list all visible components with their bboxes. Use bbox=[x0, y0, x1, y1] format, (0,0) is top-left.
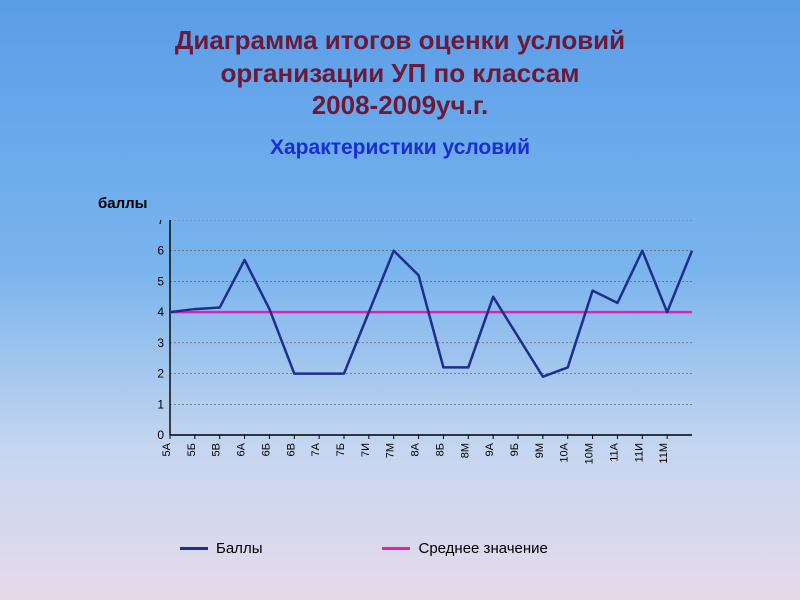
legend-swatch bbox=[382, 547, 410, 550]
line-chart: 0 1 2 3 4 5 6 7 5А 5Б 5В 6А 6Б 6В 7А 7Б 7И 7М 8А 8Б 8М 9А 9Б 9М… bbox=[140, 220, 700, 480]
y-axis-label: баллы bbox=[98, 195, 147, 212]
svg-text:8Б: 8Б bbox=[434, 443, 446, 456]
svg-text:9Б: 9Б bbox=[509, 443, 521, 456]
legend-item-avg: Среднее значение bbox=[382, 540, 547, 557]
svg-text:10М: 10М bbox=[584, 443, 596, 464]
svg-text:7: 7 bbox=[157, 220, 164, 227]
title-line-3: 2008-2009уч.г. bbox=[312, 90, 489, 120]
legend-swatch bbox=[180, 547, 208, 550]
svg-text:11А: 11А bbox=[608, 442, 620, 461]
legend: Баллы Среднее значение bbox=[180, 540, 680, 557]
svg-text:1: 1 bbox=[157, 397, 164, 411]
svg-text:10А: 10А bbox=[559, 442, 571, 462]
svg-text:9А: 9А bbox=[484, 442, 496, 456]
svg-text:11М: 11М bbox=[658, 443, 670, 464]
legend-item-bally: Баллы bbox=[180, 540, 262, 557]
svg-text:5: 5 bbox=[157, 274, 164, 288]
chart-title: Диаграмма итогов оценки условий организа… bbox=[0, 0, 800, 130]
svg-text:8А: 8А bbox=[410, 442, 422, 456]
svg-text:6А: 6А bbox=[236, 442, 248, 456]
svg-text:9М: 9М bbox=[534, 443, 546, 458]
chart-area: 0 1 2 3 4 5 6 7 5А 5Б 5В 6А 6Б 6В 7А 7Б 7И 7М 8А 8Б 8М 9А 9Б 9М… bbox=[140, 220, 700, 480]
title-line-1: Диаграмма итогов оценки условий bbox=[175, 25, 625, 55]
svg-text:5Б: 5Б bbox=[186, 443, 198, 456]
svg-text:5А: 5А bbox=[161, 442, 173, 456]
title-line-2: организации УП по классам bbox=[220, 58, 579, 88]
svg-text:8М: 8М bbox=[459, 443, 471, 458]
svg-text:7М: 7М bbox=[385, 443, 397, 458]
legend-label: Баллы bbox=[216, 540, 262, 557]
svg-text:6Б: 6Б bbox=[260, 443, 272, 456]
legend-label: Среднее значение bbox=[418, 540, 547, 557]
svg-text:5В: 5В bbox=[211, 443, 223, 456]
svg-text:7А: 7А bbox=[310, 442, 322, 456]
svg-text:2: 2 bbox=[157, 367, 164, 381]
svg-text:6В: 6В bbox=[285, 443, 297, 456]
chart-subtitle: Характеристики условий bbox=[0, 136, 800, 160]
svg-text:11И: 11И bbox=[633, 443, 645, 462]
svg-text:3: 3 bbox=[157, 336, 164, 350]
svg-text:6: 6 bbox=[157, 244, 164, 258]
svg-text:0: 0 bbox=[157, 428, 164, 442]
svg-text:7И: 7И bbox=[360, 443, 372, 457]
svg-text:4: 4 bbox=[157, 305, 164, 319]
svg-text:7Б: 7Б bbox=[335, 443, 347, 456]
